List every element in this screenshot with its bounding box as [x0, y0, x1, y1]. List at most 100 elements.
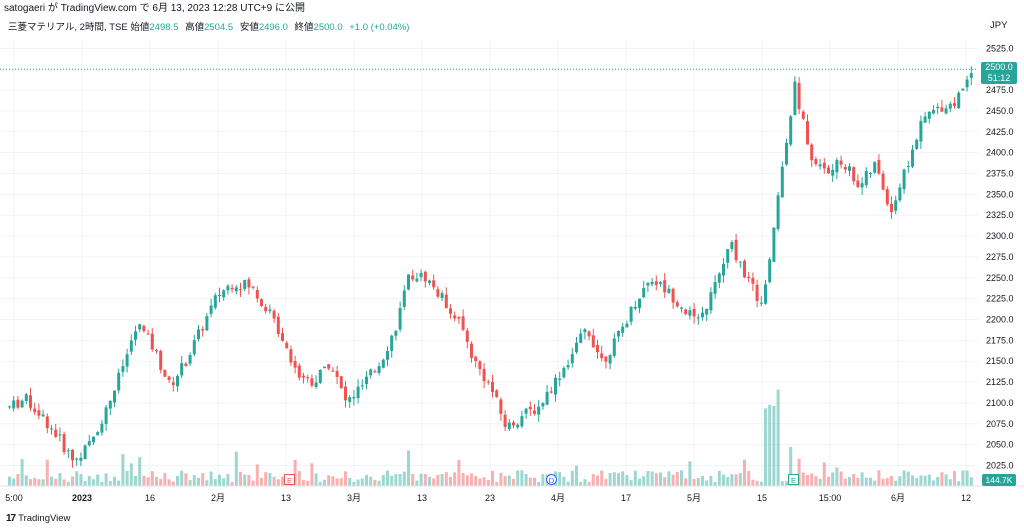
volume-bar	[377, 480, 381, 486]
price-tick-label: 2375.0	[986, 168, 1014, 178]
candle-body	[302, 375, 305, 378]
candle-body	[146, 333, 150, 335]
candle-body	[675, 302, 679, 307]
volume-bar	[45, 459, 49, 486]
footer-branding[interactable]: 17 TradingView	[6, 512, 70, 526]
candle-body	[264, 306, 268, 312]
candle-body	[558, 378, 562, 380]
volume-bar	[423, 473, 427, 486]
candle-body	[705, 308, 709, 315]
volume-bar	[659, 472, 662, 486]
candle-body	[822, 162, 826, 169]
footer-brand-name: TradingView	[18, 513, 71, 524]
candle-body	[159, 350, 163, 370]
volume-bar	[398, 474, 402, 486]
volume-bar	[184, 473, 188, 486]
candle-body	[801, 111, 805, 119]
candle-body	[537, 406, 541, 415]
volume-bar	[314, 473, 318, 486]
candle-body	[415, 278, 419, 282]
candle-body	[478, 361, 482, 370]
volume-bar	[654, 473, 658, 486]
candle-body	[944, 108, 948, 114]
volume-bar	[776, 389, 780, 486]
volume-bar	[188, 480, 192, 486]
candle-body	[612, 338, 616, 356]
candle-body	[323, 366, 326, 369]
candle-body	[885, 189, 889, 205]
volume-bar	[604, 479, 608, 486]
volume-bar	[41, 479, 45, 486]
volume-bar	[92, 479, 95, 486]
candle-body	[192, 340, 196, 355]
volume-bar	[365, 474, 368, 486]
high-label: 高値	[185, 22, 205, 33]
candle-body	[575, 342, 578, 353]
earnings-event-icon[interactable]: E	[284, 474, 295, 485]
volume-bar	[726, 477, 730, 486]
candle-body	[701, 312, 704, 318]
volume-bar	[747, 470, 751, 486]
volume-bar	[835, 467, 839, 486]
volume-bar	[705, 480, 709, 486]
volume-bar	[474, 475, 478, 486]
volume-bar	[260, 478, 263, 486]
time-tick-label: 16	[145, 493, 155, 503]
volume-bar	[503, 476, 507, 486]
volume-bar	[440, 474, 444, 486]
volume-bar	[696, 478, 700, 486]
volume-bar	[470, 473, 473, 486]
candle-body	[617, 331, 620, 337]
volume-bar	[146, 477, 150, 486]
volume-bar	[499, 472, 503, 486]
volume-bar	[29, 479, 32, 486]
candle-body	[41, 414, 45, 417]
candle-body	[419, 272, 423, 278]
volume-bar	[587, 481, 591, 486]
volume-bar	[239, 471, 242, 486]
candle-body	[554, 377, 557, 395]
candle-body	[356, 386, 360, 398]
volume-bar	[201, 473, 205, 486]
candle-body	[184, 363, 188, 366]
candle-body	[461, 316, 465, 330]
volume-bar	[268, 473, 272, 486]
volume-bar	[890, 475, 893, 486]
candle-body	[642, 287, 646, 298]
candle-body	[125, 354, 129, 367]
volume-bar	[192, 474, 196, 486]
volume-bar	[125, 471, 129, 486]
volume-bar	[566, 481, 570, 486]
candle-body	[789, 116, 793, 145]
candle-body	[688, 310, 692, 316]
candle-body	[764, 284, 767, 304]
candle-body	[961, 88, 965, 91]
volume-bar	[533, 477, 536, 486]
volume-bar	[902, 470, 906, 486]
candle-body	[243, 279, 247, 290]
candle-body	[213, 295, 217, 308]
volume-bar	[562, 476, 566, 486]
volume-bar	[743, 459, 746, 486]
candle-body	[247, 279, 251, 288]
volume-bar	[243, 474, 247, 486]
candle-body	[919, 120, 923, 142]
time-tick-label: 13	[417, 493, 427, 503]
volume-bar	[709, 475, 713, 486]
volume-bar	[663, 477, 667, 486]
volume-bar	[940, 472, 944, 486]
candle-body	[226, 285, 230, 291]
candle-body	[79, 457, 83, 461]
candle-body	[474, 356, 478, 362]
volume-bar	[764, 408, 767, 486]
candle-body	[881, 173, 885, 190]
time-tick-label: 15	[757, 493, 767, 503]
candle-body	[768, 259, 772, 283]
volume-bar	[785, 481, 788, 486]
dividend-event-icon[interactable]: D	[546, 474, 557, 485]
candle-body	[289, 349, 293, 363]
candle-body	[50, 428, 53, 430]
volume-bar	[638, 478, 641, 486]
earnings-event-icon[interactable]: E	[788, 474, 799, 485]
